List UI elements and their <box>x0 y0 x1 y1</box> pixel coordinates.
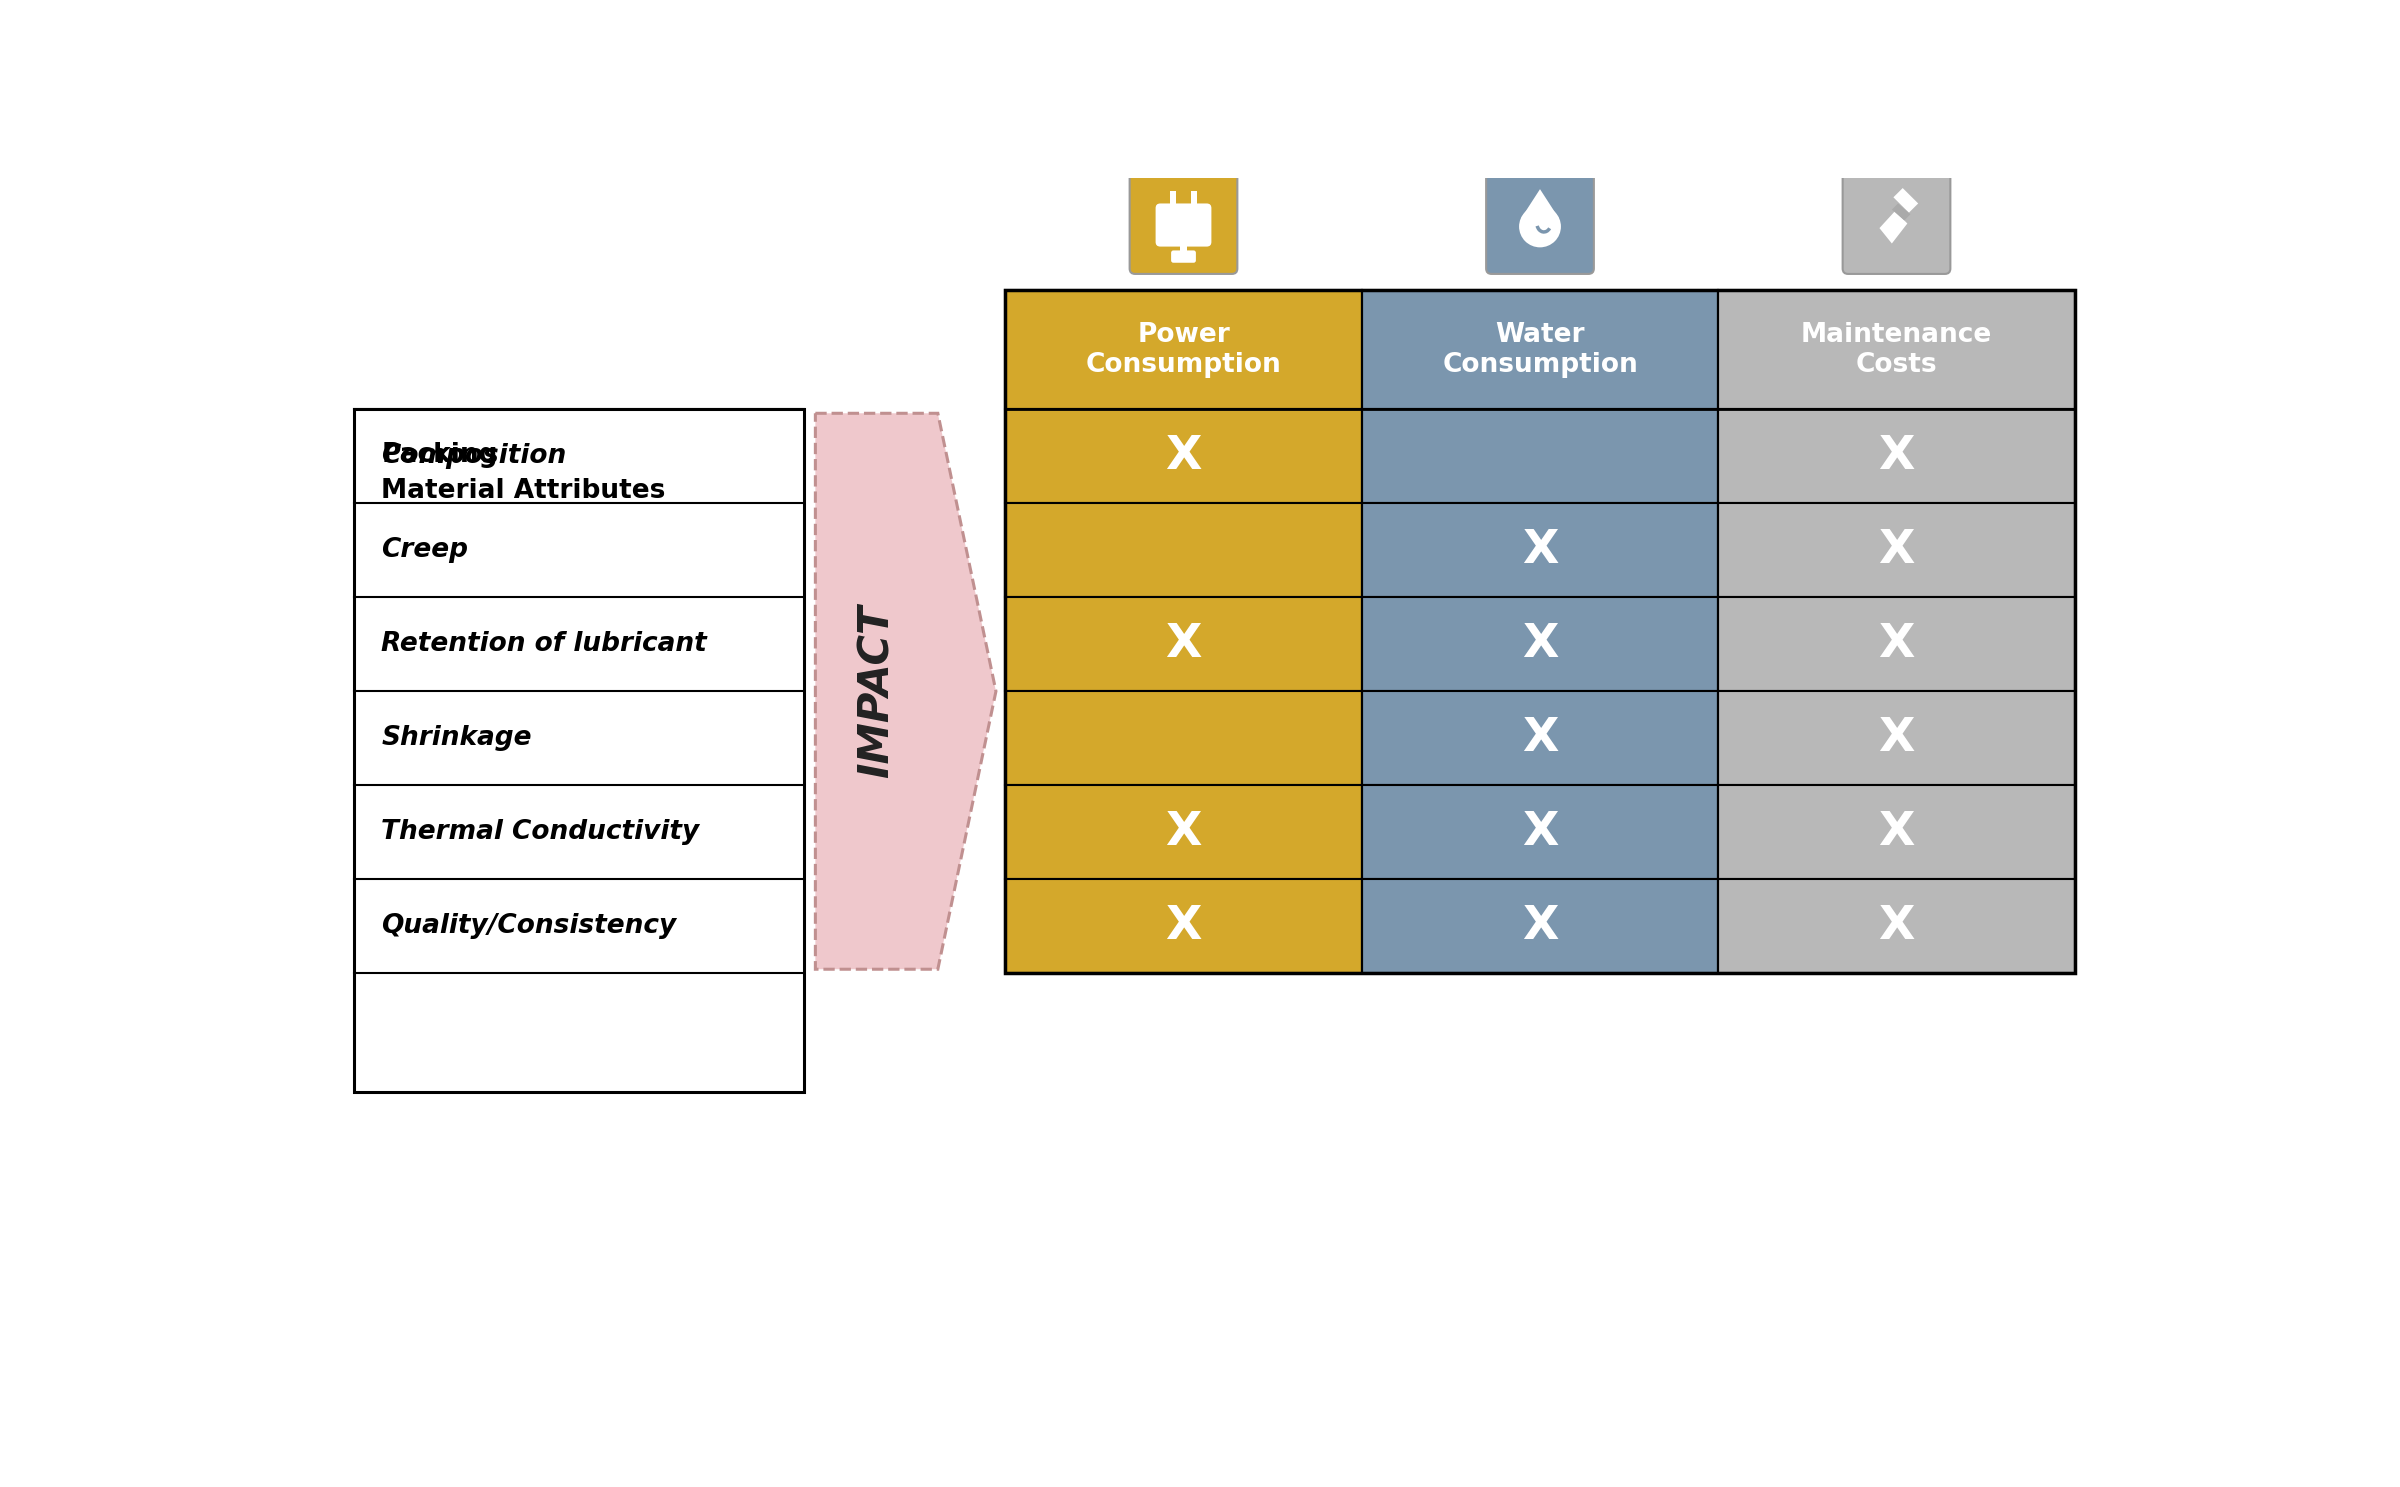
Text: Thermal Conductivity: Thermal Conductivity <box>382 819 701 845</box>
Bar <box>1718 691 2074 785</box>
Text: X: X <box>1166 809 1202 855</box>
Text: X: X <box>1522 528 1558 572</box>
Text: Shrinkage: Shrinkage <box>382 726 533 751</box>
Text: Water
Consumption: Water Consumption <box>1442 321 1637 378</box>
Bar <box>1006 785 1361 879</box>
Bar <box>1718 598 2074 691</box>
Text: X: X <box>1166 904 1202 949</box>
Text: X: X <box>1879 434 1915 479</box>
Bar <box>1006 598 1361 691</box>
FancyBboxPatch shape <box>1171 250 1195 263</box>
Bar <box>1361 598 1718 691</box>
Polygon shape <box>816 413 996 970</box>
Bar <box>355 409 804 1093</box>
Polygon shape <box>1522 189 1560 219</box>
Text: X: X <box>1879 622 1915 666</box>
Text: Maintenance
Costs: Maintenance Costs <box>1800 321 1992 378</box>
Bar <box>1190 192 1198 208</box>
Bar <box>1169 192 1176 208</box>
Bar <box>1181 241 1186 257</box>
FancyBboxPatch shape <box>1843 167 1951 274</box>
FancyBboxPatch shape <box>1486 167 1594 274</box>
Bar <box>1718 879 2074 972</box>
Bar <box>1006 691 1361 785</box>
Text: X: X <box>1522 809 1558 855</box>
Bar <box>1361 691 1718 785</box>
Text: Quality/Consistency: Quality/Consistency <box>382 913 677 940</box>
Polygon shape <box>1891 204 1910 220</box>
Text: X: X <box>1879 528 1915 572</box>
Circle shape <box>1519 205 1560 247</box>
Bar <box>1361 879 1718 972</box>
Bar <box>1718 409 2074 504</box>
Bar <box>1361 504 1718 598</box>
Text: Retention of lubricant: Retention of lubricant <box>382 632 708 657</box>
Text: Composition: Composition <box>382 443 566 470</box>
Text: IMPACT: IMPACT <box>857 605 898 778</box>
Bar <box>1006 290 1361 409</box>
Text: Power
Consumption: Power Consumption <box>1085 321 1282 378</box>
Bar <box>1006 409 1361 504</box>
Bar <box>1006 504 1361 598</box>
Polygon shape <box>1894 187 1918 213</box>
Text: Creep: Creep <box>382 537 468 564</box>
FancyBboxPatch shape <box>1130 167 1238 274</box>
Bar <box>1361 290 1718 409</box>
FancyBboxPatch shape <box>1157 204 1212 247</box>
Text: X: X <box>1522 715 1558 761</box>
Bar <box>1006 290 2074 972</box>
Text: Material Attributes: Material Attributes <box>382 477 665 504</box>
Text: Packing: Packing <box>382 442 497 468</box>
Text: X: X <box>1522 904 1558 949</box>
Text: X: X <box>1879 809 1915 855</box>
Bar <box>1718 290 2074 409</box>
Text: X: X <box>1166 434 1202 479</box>
Bar <box>1361 409 1718 504</box>
Text: X: X <box>1166 622 1202 666</box>
Text: X: X <box>1522 622 1558 666</box>
Bar <box>1718 504 2074 598</box>
Bar <box>1718 785 2074 879</box>
Text: X: X <box>1879 715 1915 761</box>
Bar <box>1361 785 1718 879</box>
Bar <box>1006 879 1361 972</box>
Polygon shape <box>1879 211 1908 244</box>
Text: X: X <box>1879 904 1915 949</box>
